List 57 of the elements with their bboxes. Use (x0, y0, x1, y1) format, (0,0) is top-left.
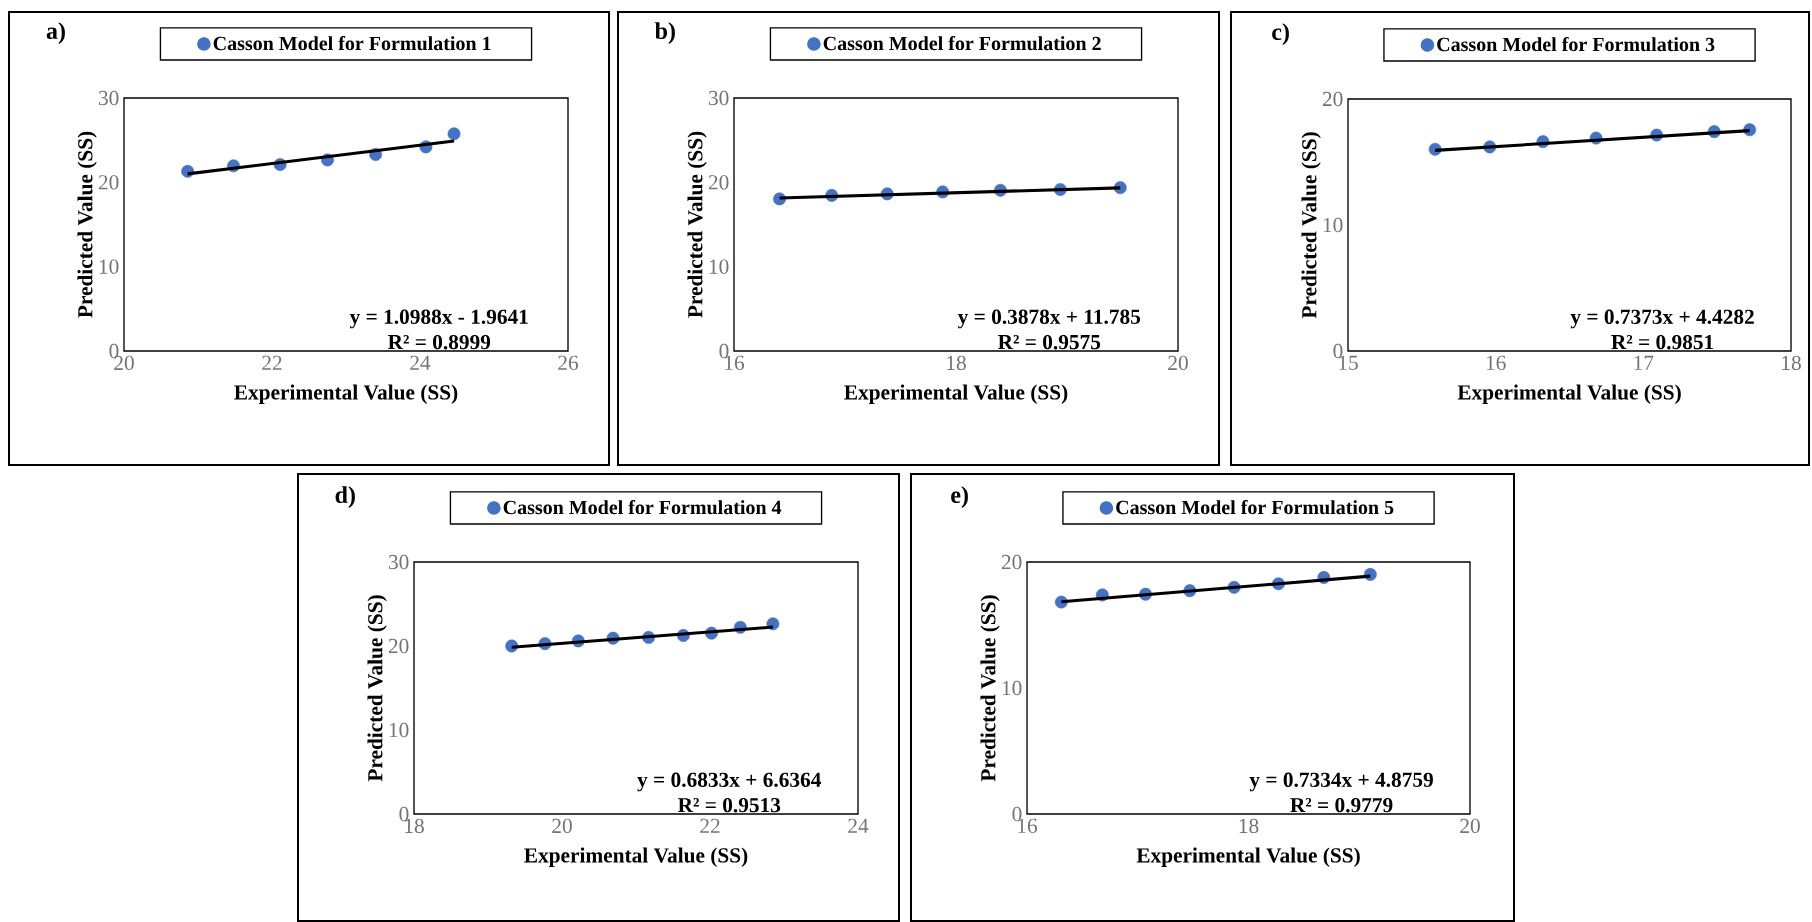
x-axis-title: Experimental Value (SS) (1457, 384, 1681, 404)
x-tick-label: 18 (947, 355, 966, 371)
legend-label: Casson Model for Formulation 5 (1116, 499, 1394, 515)
legend-label: Casson Model for Formulation 4 (503, 499, 782, 515)
y-tick-label: 10 (1323, 217, 1343, 233)
annotation: R² = 0.9575 (997, 334, 1101, 350)
y-tick-label: 20 (1001, 554, 1022, 570)
annotation: R² = 0.9513 (677, 797, 781, 813)
annotation: y = 0.3878x + 11.785 (957, 309, 1141, 329)
y-tick-label: 20 (98, 175, 119, 190)
legend-label: Casson Model for Formulation 1 (213, 35, 491, 51)
chart-title: d) (335, 486, 355, 508)
x-tick-label: 24 (848, 818, 869, 833)
annotation: R² = 0.9851 (1611, 334, 1714, 350)
y-tick-label: 30 (388, 554, 409, 570)
annotation: y = 0.6833x + 6.6364 (637, 772, 821, 792)
y-tick-label: 20 (1322, 91, 1343, 107)
x-tick-label: 17 (1634, 355, 1654, 370)
x-axis-title: Experimental Value (SS) (524, 847, 748, 867)
annotation: R² = 0.8999 (387, 334, 491, 350)
y-axis-title: Predicted Value (SS) (687, 131, 707, 318)
annotation: R² = 0.9779 (1290, 797, 1393, 813)
y-tick-label: 30 (708, 90, 729, 106)
legend-label: Casson Model for Formulation 2 (823, 35, 1101, 51)
annotation: y = 0.7373x + 4.4282 (1570, 309, 1754, 329)
x-tick-label: 16 (1486, 355, 1506, 371)
y-tick-label: 10 (1002, 680, 1022, 696)
y-tick-label: 20 (388, 638, 409, 654)
x-tick-label: 22 (700, 818, 720, 833)
x-tick-label: 26 (558, 355, 579, 371)
y-tick-label: 10 (709, 259, 729, 274)
legend-label: Casson Model for Formulation 3 (1437, 36, 1715, 52)
x-tick-label: 20 (1168, 355, 1188, 371)
y-tick-label: 10 (99, 259, 119, 274)
annotation: y = 1.0988x - 1.9641 (349, 309, 528, 329)
x-tick-label: 24 (410, 355, 431, 370)
y-tick-label: 10 (389, 722, 409, 738)
chart-title: a) (46, 22, 65, 44)
x-tick-label: 22 (262, 355, 282, 370)
point (447, 127, 461, 141)
chart-title: c) (1272, 23, 1289, 45)
x-tick-label: 20 (1460, 818, 1480, 834)
x-tick-label: 20 (552, 818, 572, 834)
y-axis-title: Predicted Value (SS) (980, 595, 1000, 782)
y-tick-label: 20 (708, 175, 729, 190)
chart-title: e) (951, 486, 968, 508)
x-axis-title: Experimental Value (SS) (1136, 847, 1360, 867)
annotation: y = 0.7334x + 4.8759 (1249, 772, 1433, 792)
y-axis-title: Predicted Value (SS) (77, 131, 97, 318)
y-axis-title: Predicted Value (SS) (1301, 132, 1321, 319)
y-tick-label: 30 (98, 90, 119, 106)
chart-title: b) (654, 22, 675, 44)
x-tick-label: 18 (1782, 355, 1801, 371)
x-tick-label: 18 (1239, 818, 1259, 834)
y-axis-title: Predicted Value (SS) (367, 595, 387, 782)
x-axis-title: Experimental Value (SS) (844, 384, 1068, 404)
x-axis-title: Experimental Value (SS) (234, 384, 458, 404)
